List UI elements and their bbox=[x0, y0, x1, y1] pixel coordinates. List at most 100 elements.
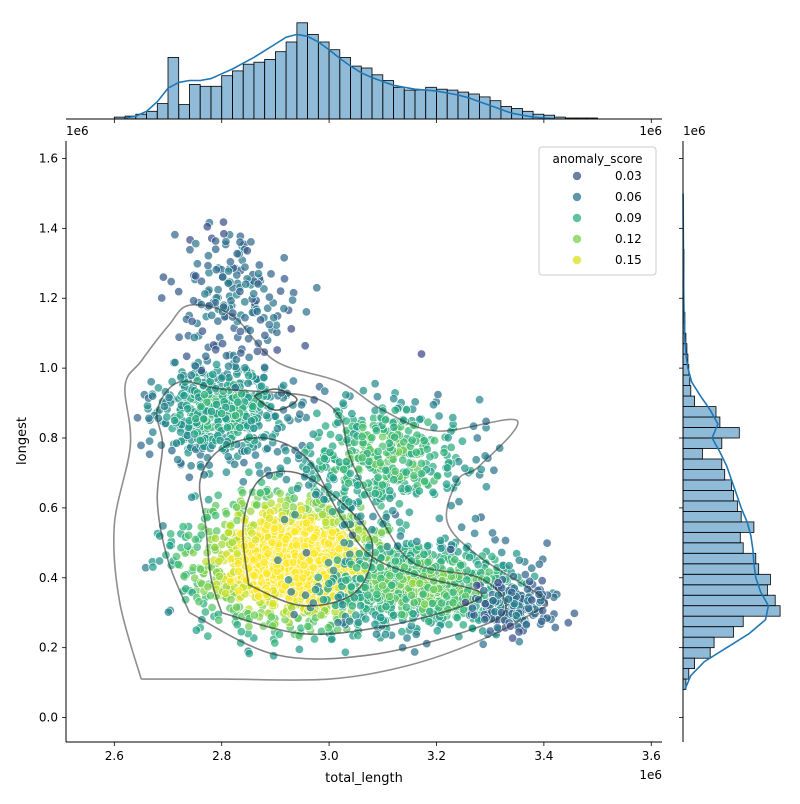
y-tick-label: 0.8 bbox=[39, 431, 58, 445]
scatter-point bbox=[537, 616, 547, 626]
scatter-point bbox=[363, 590, 373, 600]
scatter-point bbox=[337, 600, 347, 610]
scatter-point bbox=[244, 371, 254, 381]
right-hist-bar bbox=[682, 458, 723, 470]
scatter-point bbox=[190, 361, 200, 371]
scatter-point bbox=[187, 492, 197, 502]
scatter-point bbox=[471, 455, 481, 465]
top-hist-bar bbox=[317, 41, 330, 120]
scatter-point bbox=[264, 292, 274, 302]
scatter-point bbox=[238, 488, 248, 498]
scatter-point bbox=[254, 260, 264, 270]
scatter-point bbox=[158, 272, 168, 282]
scatter-point bbox=[214, 556, 224, 566]
scatter-point bbox=[425, 452, 435, 462]
scatter-point bbox=[239, 458, 249, 468]
scatter-point bbox=[289, 493, 299, 503]
scatter-point bbox=[395, 531, 405, 541]
scatter-point bbox=[157, 293, 167, 303]
right-hist-bar bbox=[682, 374, 691, 387]
scatter-point bbox=[434, 411, 444, 421]
legend: anomaly_score 0.03 0.06 0.09 0.12 0.15 bbox=[538, 146, 657, 276]
scatter-point bbox=[145, 449, 155, 459]
top-hist-bar bbox=[156, 103, 169, 120]
top-hist-bar bbox=[274, 51, 287, 120]
scatter-point bbox=[262, 411, 272, 421]
scatter-point bbox=[203, 251, 213, 261]
scatter-point bbox=[305, 441, 315, 451]
scatter-point bbox=[443, 433, 453, 443]
top-left-offset-label: 1e6 bbox=[66, 124, 89, 138]
scatter-point bbox=[323, 623, 333, 633]
legend-marker bbox=[572, 171, 582, 181]
scatter-point bbox=[279, 380, 289, 390]
scatter-point bbox=[183, 541, 193, 551]
scatter-point bbox=[172, 551, 182, 561]
scatter-point bbox=[401, 467, 411, 477]
scatter-point bbox=[313, 572, 323, 582]
scatter-point bbox=[194, 597, 204, 607]
y-tick-label: 1.6 bbox=[39, 151, 58, 165]
scatter-point bbox=[205, 591, 215, 601]
x-offset-label: 1e6 bbox=[639, 768, 662, 782]
scatter-point bbox=[470, 528, 480, 538]
scatter-point bbox=[347, 409, 357, 419]
scatter-point bbox=[172, 438, 182, 448]
scatter-point bbox=[311, 585, 321, 595]
right-hist-bar bbox=[682, 615, 744, 628]
y-axis-label: longest bbox=[15, 417, 30, 465]
scatter-point bbox=[233, 397, 243, 407]
scatter-point bbox=[207, 310, 217, 320]
scatter-point bbox=[268, 599, 278, 609]
scatter-point bbox=[377, 480, 387, 490]
scatter-point bbox=[367, 433, 377, 443]
scatter-point bbox=[462, 575, 472, 585]
x-tick-label: 3.2 bbox=[427, 749, 446, 763]
scatter-point bbox=[325, 429, 335, 439]
scatter-point bbox=[260, 362, 270, 372]
scatter-point bbox=[488, 596, 498, 606]
scatter-point bbox=[232, 502, 242, 512]
scatter-point bbox=[179, 571, 189, 581]
scatter-point bbox=[319, 495, 329, 505]
scatter-point bbox=[281, 501, 291, 511]
scatter-point bbox=[196, 564, 206, 574]
scatter-point bbox=[420, 599, 430, 609]
scatter-point bbox=[249, 423, 259, 433]
top-hist-bar bbox=[307, 34, 319, 120]
legend-marker bbox=[572, 213, 582, 223]
x-tick-label: 3.4 bbox=[534, 749, 553, 763]
top-hist-bar bbox=[350, 65, 362, 120]
scatter-point bbox=[422, 444, 432, 454]
scatter-point bbox=[389, 394, 399, 404]
scatter-point bbox=[212, 399, 222, 409]
scatter-point bbox=[343, 478, 353, 488]
y-tick-label: 1.0 bbox=[39, 361, 58, 375]
scatter-point bbox=[309, 532, 319, 542]
scatter-point bbox=[145, 436, 155, 446]
scatter-point bbox=[301, 307, 311, 317]
scatter-point bbox=[266, 612, 276, 622]
scatter-point bbox=[195, 435, 205, 445]
scatter-point bbox=[309, 634, 319, 644]
scatter-points bbox=[133, 217, 579, 661]
scatter-point bbox=[210, 533, 220, 543]
scatter-point bbox=[221, 237, 231, 247]
right-hist-bar bbox=[682, 626, 734, 638]
scatter-point bbox=[550, 622, 560, 632]
scatter-point bbox=[188, 563, 198, 573]
right-hist-bar bbox=[682, 479, 732, 491]
right-hist-bar bbox=[682, 521, 755, 533]
scatter-point bbox=[433, 390, 443, 400]
scatter-point bbox=[189, 332, 199, 342]
scatter-point bbox=[254, 591, 264, 601]
scatter-point bbox=[300, 341, 310, 351]
scatter-point bbox=[232, 249, 242, 259]
scatter-point bbox=[376, 612, 386, 622]
scatter-point bbox=[377, 527, 387, 537]
scatter-point bbox=[385, 493, 395, 503]
scatter-point bbox=[534, 559, 544, 569]
scatter-point bbox=[217, 408, 227, 418]
scatter-point bbox=[489, 465, 499, 475]
scatter-point bbox=[264, 513, 274, 523]
